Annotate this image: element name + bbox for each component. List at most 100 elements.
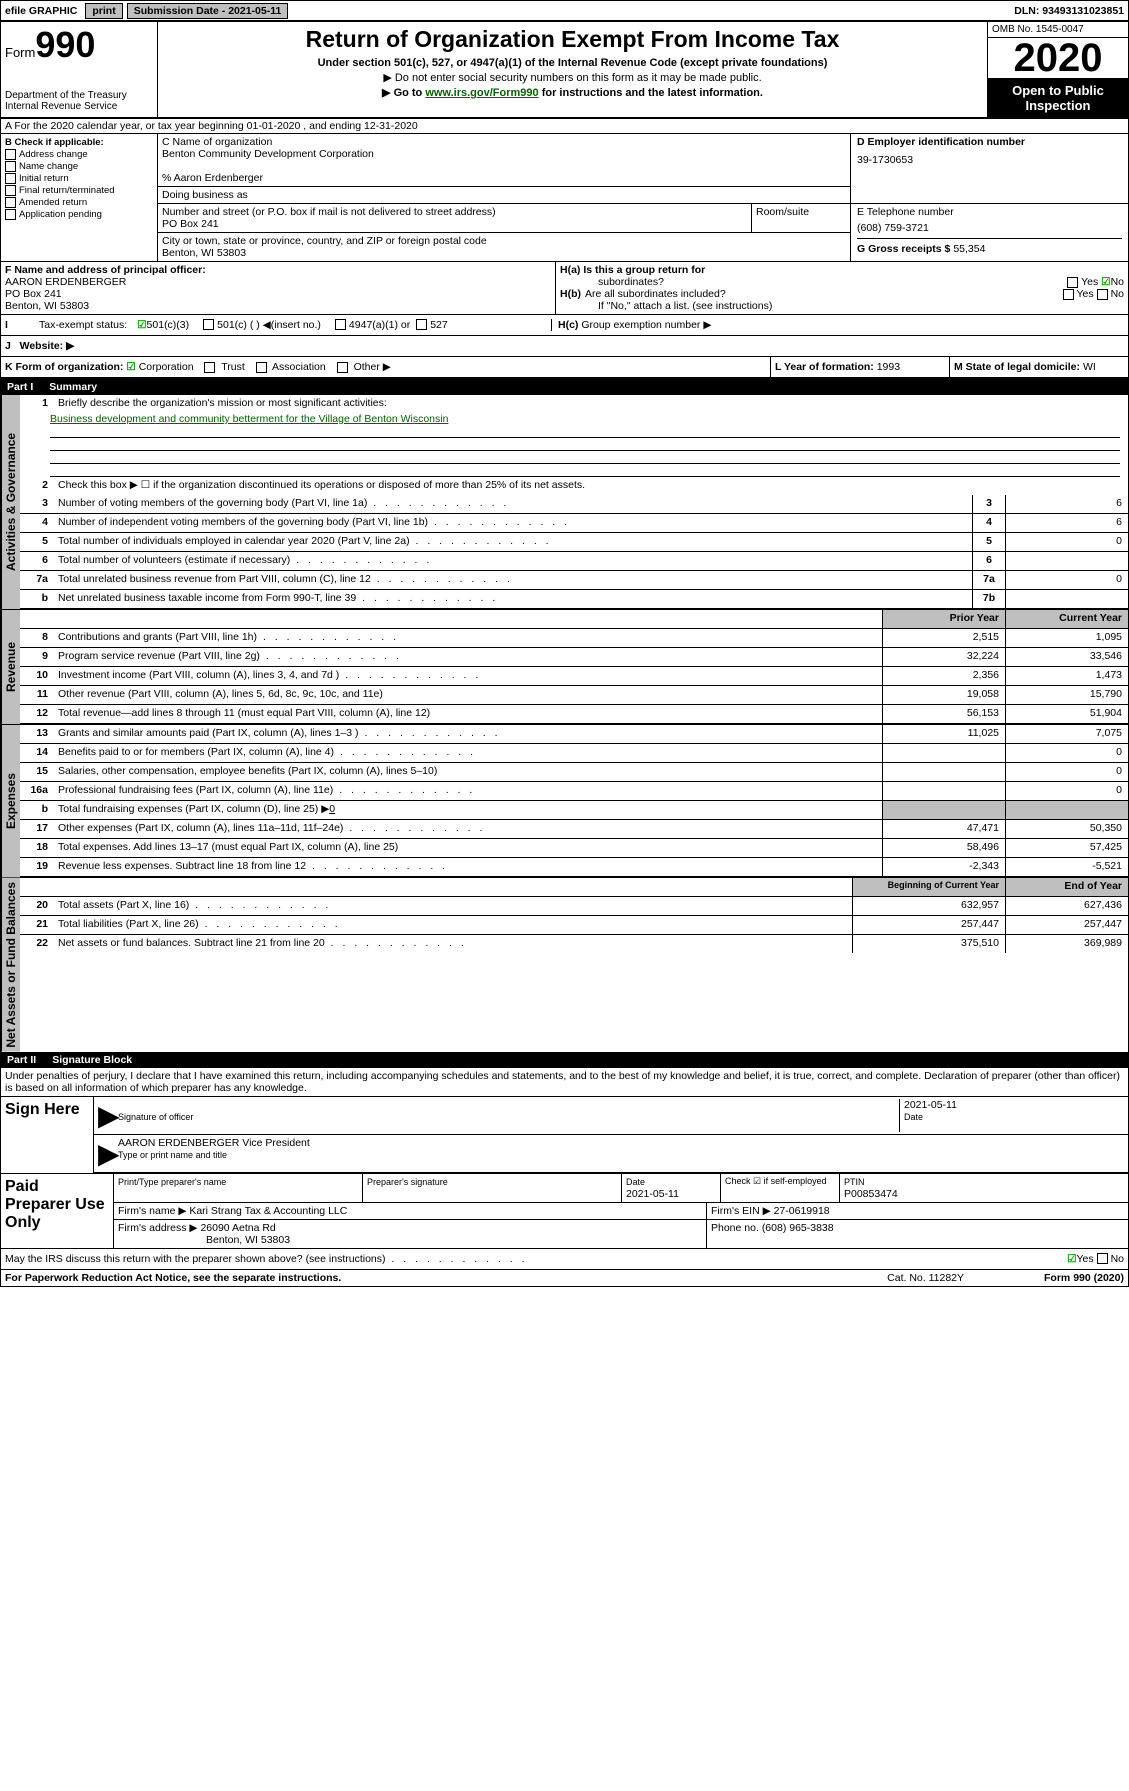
checkbox-icon[interactable] — [416, 319, 427, 330]
sig-officer-label: Signature of officer — [118, 1112, 193, 1122]
checkbox-icon[interactable] — [337, 362, 348, 373]
ein-value: 39-1730653 — [857, 154, 1122, 166]
line-3-value: 6 — [1005, 495, 1128, 513]
firm-phone: (608) 965-3838 — [762, 1222, 834, 1234]
checkbox-icon[interactable] — [1067, 277, 1078, 288]
phone-label: E Telephone number — [857, 206, 1122, 218]
city-label: City or town, state or province, country… — [162, 235, 487, 247]
k-label: K Form of organization: — [5, 361, 123, 373]
box-b: B Check if applicable: Address change Na… — [1, 134, 158, 261]
expenses-side-label: Expenses — [1, 725, 20, 877]
check-icon: ☑ — [137, 319, 146, 331]
tax-year: 2020 — [988, 38, 1128, 79]
form-footer-label: Form 990 (2020) — [1044, 1272, 1124, 1284]
form-header: Form990 Department of the Treasury Inter… — [1, 22, 1128, 119]
checkbox-icon[interactable] — [5, 149, 16, 160]
gross-receipts-value: 55,354 — [953, 243, 985, 255]
firm-city: Benton, WI 53803 — [206, 1234, 290, 1246]
officer-label: F Name and address of principal officer: — [5, 264, 206, 276]
firm-address: 26090 Aetna Rd — [200, 1222, 275, 1234]
bcy-header: Beginning of Current Year — [852, 878, 1005, 896]
mission-link[interactable]: Business development and community bette… — [50, 413, 448, 425]
dept-label: Department of the Treasury Internal Reve… — [5, 90, 153, 112]
cat-number: Cat. No. 11282Y — [887, 1272, 964, 1284]
form-word: Form — [5, 45, 35, 60]
open-public-1: Open to Public — [1012, 83, 1104, 98]
open-public-2: Inspection — [1025, 98, 1090, 113]
irs-link[interactable]: www.irs.gov/Form990 — [425, 87, 538, 99]
ein-label: D Employer identification number — [857, 136, 1122, 148]
street-address: PO Box 241 — [162, 218, 219, 230]
paid-preparer-label: Paid Preparer Use Only — [1, 1174, 114, 1248]
checkbox-icon[interactable] — [5, 185, 16, 196]
firm-name: Kari Strang Tax & Accounting LLC — [189, 1205, 347, 1217]
line-a: A For the 2020 calendar year, or tax yea… — [1, 119, 1128, 134]
revenue-side-label: Revenue — [1, 610, 20, 724]
gross-receipts-label: G Gross receipts $ — [857, 243, 950, 255]
penalty-statement: Under penalties of perjury, I declare th… — [1, 1068, 1128, 1096]
checkbox-icon[interactable] — [256, 362, 267, 373]
hc-label: Group exemption number ▶ — [581, 319, 711, 331]
part-1-header: Part ISummary — [1, 379, 1128, 395]
prior-year-header: Prior Year — [882, 610, 1005, 628]
current-year-header: Current Year — [1005, 610, 1128, 628]
checkbox-icon[interactable] — [5, 197, 16, 208]
sign-date: 2021-05-11 — [904, 1099, 957, 1111]
form-number: 990 — [35, 24, 95, 65]
officer-name: AARON ERDENBERGER — [5, 276, 126, 288]
preparer-date: 2021-05-11 — [626, 1188, 679, 1200]
ptin-value: P00853474 — [844, 1188, 898, 1200]
line-1-desc: Briefly describe the organization's miss… — [54, 395, 1128, 413]
checkbox-icon[interactable] — [204, 362, 215, 373]
sign-here-label: Sign Here — [1, 1097, 94, 1173]
firm-ein: 27-0619918 — [774, 1205, 830, 1217]
print-button[interactable]: print — [85, 3, 122, 19]
dln-label: DLN: 93493131023851 — [1014, 5, 1128, 17]
checkbox-icon[interactable] — [203, 319, 214, 330]
city-value: Benton, WI 53803 — [162, 247, 246, 259]
checkbox-icon[interactable] — [1063, 289, 1074, 300]
room-label: Room/suite — [756, 206, 809, 218]
dba-label: Doing business as — [162, 189, 248, 201]
part-2-header: Part IISignature Block — [1, 1052, 1128, 1068]
net-assets-side-label: Net Assets or Fund Balances — [1, 878, 20, 1052]
efile-label: efile GRAPHIC — [1, 5, 81, 17]
officer-city: Benton, WI 53803 — [5, 300, 89, 312]
form-subtitle: Under section 501(c), 527, or 4947(a)(1)… — [162, 57, 983, 69]
check-icon: ☑ — [1101, 276, 1110, 288]
ssn-note: ▶ Do not enter social security numbers o… — [162, 71, 983, 84]
top-bar: efile GRAPHIC print Submission Date - 20… — [0, 0, 1129, 21]
check-icon: ☑ — [1067, 1253, 1076, 1265]
checkbox-icon[interactable] — [5, 209, 16, 220]
care-of: % Aaron Erdenberger — [162, 172, 263, 184]
org-name-label: C Name of organization — [162, 136, 272, 148]
line-3-desc: Number of voting members of the governin… — [54, 495, 972, 513]
paperwork-notice: For Paperwork Reduction Act Notice, see … — [5, 1272, 341, 1284]
checkbox-icon[interactable] — [5, 161, 16, 172]
submission-date-button[interactable]: Submission Date - 2021-05-11 — [127, 3, 289, 19]
org-name: Benton Community Development Corporation — [162, 148, 374, 160]
checkbox-icon[interactable] — [5, 173, 16, 184]
form-title: Return of Organization Exempt From Incom… — [162, 26, 983, 53]
hb-note: If "No," attach a list. (see instruction… — [598, 300, 1124, 312]
addr-label: Number and street (or P.O. box if mail i… — [162, 206, 496, 218]
self-employed-check: Check ☑ if self-employed — [725, 1176, 827, 1186]
line-2-desc: Check this box ▶ ☐ if the organization d… — [54, 477, 1128, 495]
discuss-question: May the IRS discuss this return with the… — [5, 1253, 528, 1265]
ha-label: H(a) Is this a group return for — [560, 264, 705, 276]
governance-side-label: Activities & Governance — [1, 395, 20, 609]
check-icon: ☑ — [126, 361, 135, 373]
phone-value: (608) 759-3721 — [857, 222, 1122, 234]
eoy-header: End of Year — [1005, 878, 1128, 896]
officer-addr: PO Box 241 — [5, 288, 62, 300]
checkbox-icon[interactable] — [335, 319, 346, 330]
box-b-header: B Check if applicable: — [5, 137, 153, 148]
state-domicile: WI — [1083, 361, 1096, 373]
website-label: Website: ▶ — [20, 340, 75, 352]
year-formation: 1993 — [877, 361, 900, 373]
tax-status-label: Tax-exempt status: — [39, 319, 127, 331]
checkbox-icon[interactable] — [1097, 1253, 1108, 1264]
fundraising-total: 0 — [329, 803, 335, 815]
officer-print-name: AARON ERDENBERGER Vice President — [118, 1137, 310, 1149]
checkbox-icon[interactable] — [1097, 289, 1108, 300]
